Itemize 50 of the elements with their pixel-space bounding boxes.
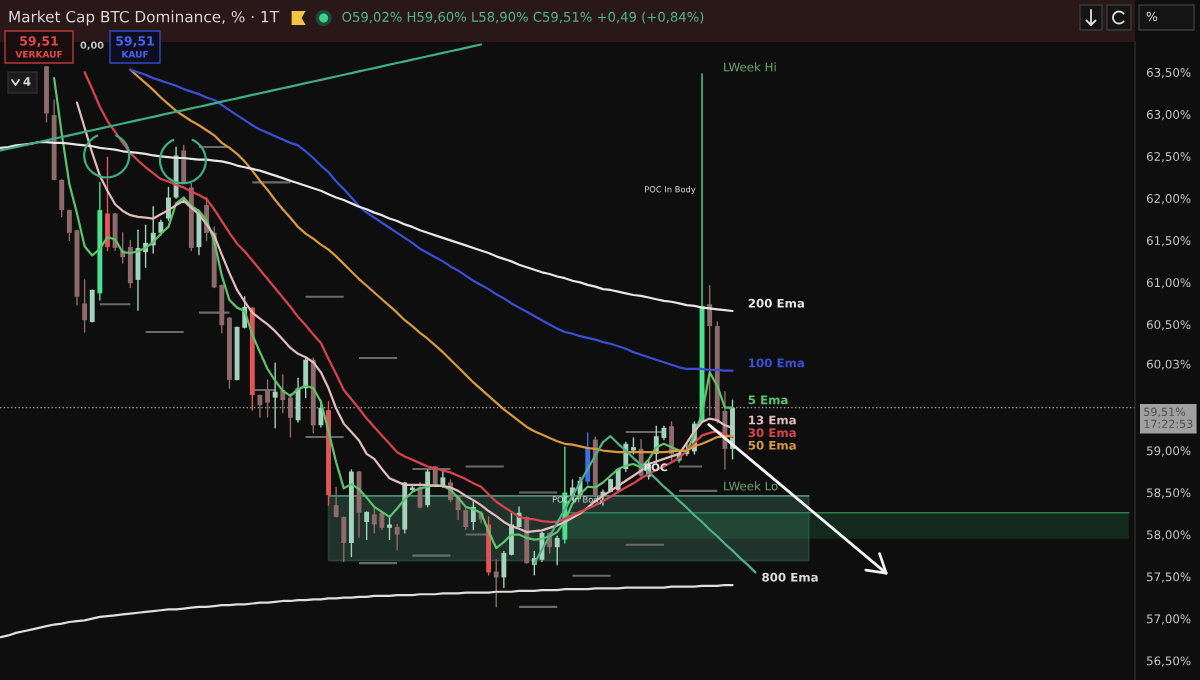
candlestick xyxy=(272,362,278,429)
candlestick xyxy=(82,279,88,333)
y-tick-label: 56,50% xyxy=(1147,656,1191,667)
y-tick-label: 63,00% xyxy=(1146,110,1191,121)
series-label: 5 Ema xyxy=(748,395,788,405)
text: % xyxy=(1146,11,1158,22)
chart-title: Market Cap BTC Dominance, % · 1T xyxy=(9,10,280,26)
y-tick-label: 58,50% xyxy=(1147,488,1191,499)
series-label: 13 Ema xyxy=(749,415,796,425)
series-label: 50 Ema xyxy=(748,440,796,450)
y-tick-label: 57,00% xyxy=(1147,614,1191,625)
y-tick-label: 61,00% xyxy=(1146,278,1191,289)
y-tick-label: 57,50% xyxy=(1147,572,1191,583)
annotation: 0,00 xyxy=(80,41,104,51)
y-tick-label: 58,00% xyxy=(1147,530,1191,541)
text: 800 Ema xyxy=(762,572,818,582)
candlestick xyxy=(394,523,400,551)
candlestick xyxy=(707,285,713,416)
y-tick-label: 63,50% xyxy=(1146,67,1191,79)
chart-subtitle: O59,02% H59,60% L58,90% C59,51% +0,49 (+0,84%) xyxy=(342,11,704,24)
y-tick-label: 59,00% xyxy=(1147,446,1191,457)
y-tick-label: 60,03% xyxy=(1146,359,1191,370)
candlestick xyxy=(257,394,263,418)
annotation: POC In Body xyxy=(645,185,696,195)
line-series xyxy=(0,583,734,639)
ref-line-label: 59,51% 17:22:53 xyxy=(1144,407,1193,428)
candlestick xyxy=(287,396,293,438)
annotation: 59,51 xyxy=(20,36,58,48)
candlestick xyxy=(364,511,370,541)
annotation: KAUF xyxy=(122,50,148,58)
y-tick-label: 62,50% xyxy=(1146,152,1191,163)
candlestick xyxy=(463,506,469,531)
annotation: LWeek Hi xyxy=(724,62,776,72)
candlestick xyxy=(318,399,324,428)
series-label: 200 Ema xyxy=(748,298,804,308)
series-label: 30 Ema xyxy=(748,428,796,438)
candlestick xyxy=(387,516,392,541)
candlestick xyxy=(554,535,560,566)
candlestick xyxy=(371,506,377,534)
y-tick-label: 61,50% xyxy=(1146,236,1191,247)
annotation: LWeek Lo xyxy=(724,481,778,491)
annotation: VERKAUF xyxy=(15,50,62,58)
candlestick xyxy=(333,486,339,518)
annotation: 59,51 xyxy=(116,36,154,48)
y-tick-label: 60,50% xyxy=(1146,320,1191,331)
candlestick xyxy=(265,379,270,418)
candlestick xyxy=(66,209,72,242)
y-tick-label: 62,00% xyxy=(1146,194,1191,205)
series-label: 100 Ema xyxy=(749,358,804,368)
annotation: 4 xyxy=(23,77,31,86)
